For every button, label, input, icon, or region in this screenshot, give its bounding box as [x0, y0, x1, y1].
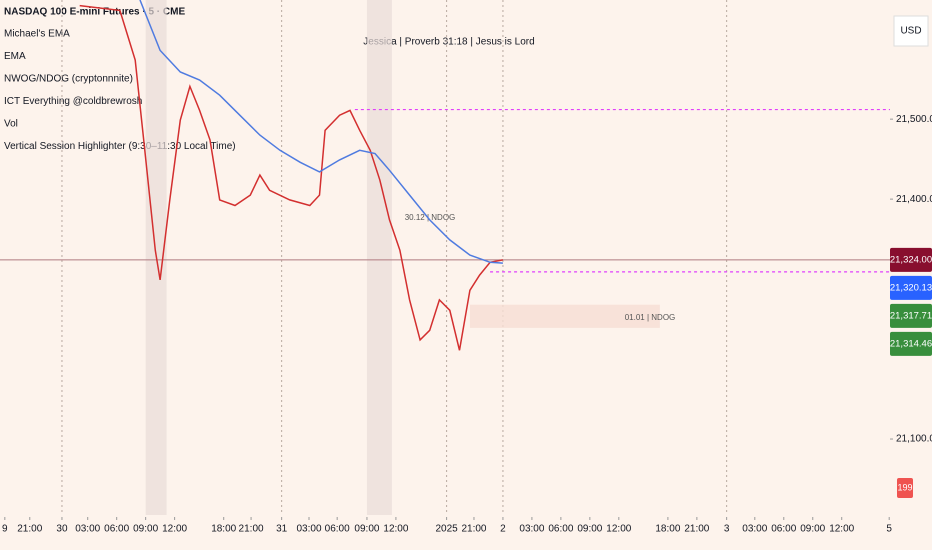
x-tick-label: 06:00 [548, 524, 573, 535]
currency-box[interactable] [893, 15, 929, 47]
price-tag [890, 303, 932, 328]
price-tag [890, 275, 932, 300]
legend: NASDAQ 100 E-mini Futures · 5 · CME Mich… [4, 7, 236, 153]
x-tick-label: 12:00 [383, 524, 408, 535]
x-tick-label: 5 [886, 524, 892, 535]
price-tag-label: 21,314.46 [890, 338, 932, 349]
header-note: Jessica | Proverb 31:18 | Jesus is Lord [363, 37, 534, 48]
legend-item: Vertical Session Highlighter (9:30–11:30… [4, 141, 236, 152]
y-tick-label: 21,100.00 [896, 434, 932, 445]
session-highlight [366, 0, 392, 515]
x-tick-label: 21:00 [461, 524, 486, 535]
annotation: 30.12 | NDOG [405, 213, 456, 222]
x-tick-label: 12:00 [606, 524, 631, 535]
x-tick-label: 09:00 [577, 524, 602, 535]
price-tag-label: 21,320.13 [890, 282, 932, 293]
x-tick-label: 03:00 [75, 524, 100, 535]
x-tick-label: 09:00 [800, 524, 825, 535]
x-tick-label: 09:00 [354, 524, 379, 535]
x-tick-label: 12:00 [829, 524, 854, 535]
x-tick-label: 3 [724, 524, 730, 535]
x-tick-label: 18:00 [211, 524, 236, 535]
x-tick-label: 06:00 [104, 524, 129, 535]
x-tick-label: 03:00 [742, 524, 767, 535]
y-tick-label: 21,400.00 [896, 194, 932, 205]
x-tick-label: 21:00 [17, 524, 42, 535]
series-line [139, 0, 503, 264]
legend-item: Michael's EMA [4, 29, 70, 40]
volume-tag [897, 478, 913, 498]
x-tick-label: 06:00 [771, 524, 796, 535]
price-axis [890, 0, 932, 550]
volume-tag-label: 199 [897, 482, 912, 492]
legend-item: NWOG/NDOG (cryptonnnite) [4, 74, 133, 85]
series-line [79, 4, 504, 351]
x-tick-label: 18:00 [655, 524, 680, 535]
x-tick-label: 31 [276, 524, 288, 535]
x-tick-label: 06:00 [325, 524, 350, 535]
x-tick-label: 21:00 [684, 524, 709, 535]
x-tick-label: 9 [2, 524, 8, 535]
chart-title: NASDAQ 100 E-mini Futures · 5 · CME [4, 7, 185, 18]
x-tick-label: 09:00 [133, 524, 158, 535]
x-tick-label: 03:00 [296, 524, 321, 535]
price-tag [890, 331, 932, 356]
x-tick-label: 30 [56, 524, 68, 535]
currency: USD [900, 26, 921, 37]
x-tick-label: 2 [500, 524, 506, 535]
gap-box [469, 304, 660, 328]
y-tick-label: 21,500.00 [896, 114, 932, 125]
price-tag [890, 247, 932, 272]
legend-item: EMA [4, 51, 26, 62]
annotation: 01.01 | NDOG [625, 313, 676, 322]
legend-item: Vol [4, 119, 18, 130]
x-tick-label: 03:00 [519, 524, 544, 535]
legend-item: ICT Everything @coldbrewrosh [4, 96, 142, 107]
x-tick-label: 12:00 [162, 524, 187, 535]
x-tick-label: 2025 [435, 524, 458, 535]
x-tick-label: 21:00 [239, 524, 264, 535]
price-tag-label: 21,317.71 [890, 310, 932, 321]
price-tag-label: 21,324.00 [890, 254, 932, 265]
